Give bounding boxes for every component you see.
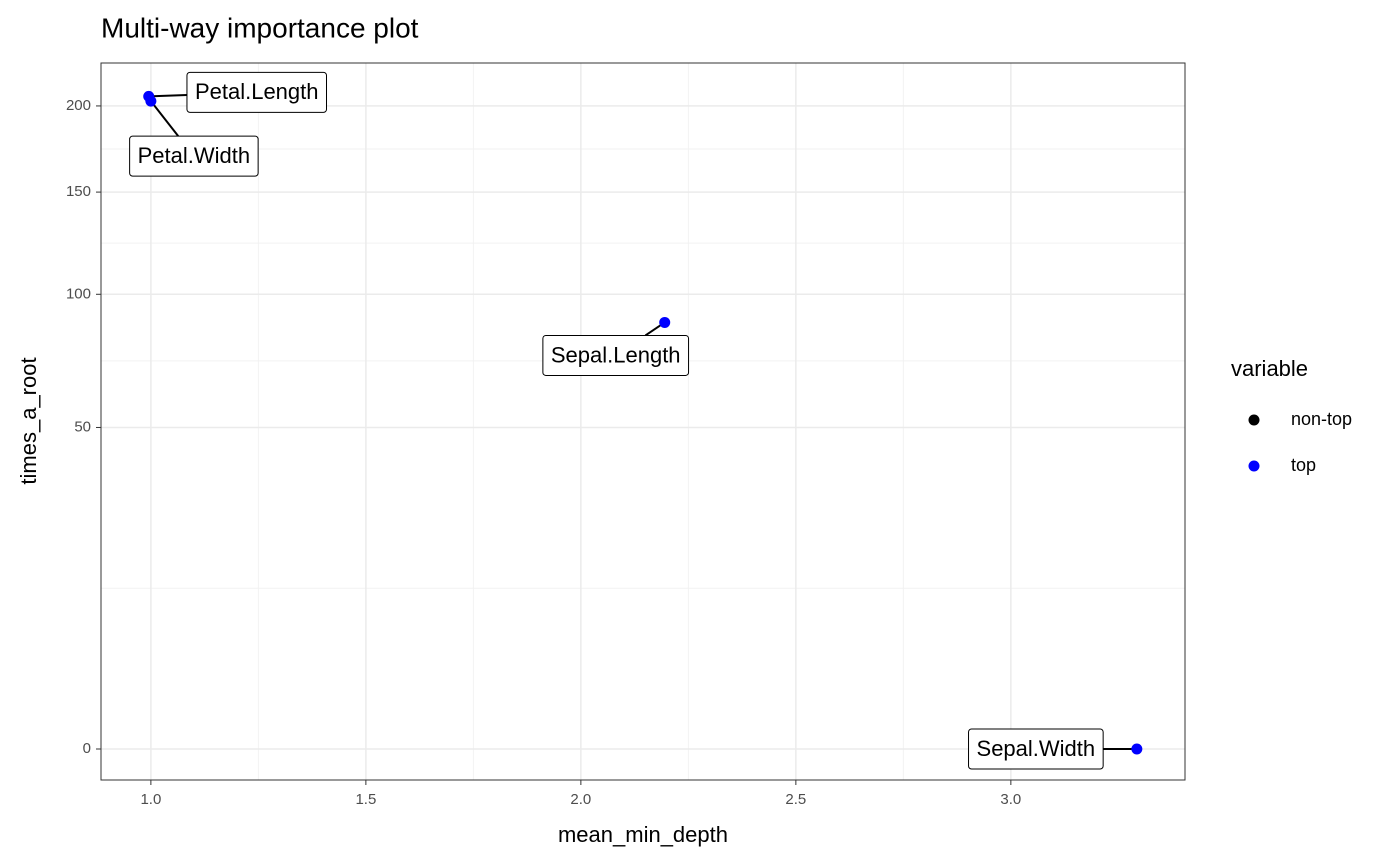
y-tick-label: 0: [83, 740, 91, 757]
chart-title: Multi-way importance plot: [101, 12, 419, 43]
x-axis-title: mean_min_depth: [558, 822, 728, 847]
y-axis-title: times_a_root: [16, 357, 41, 484]
point-label: Sepal.Width: [968, 728, 1137, 770]
label-connector: [148, 93, 187, 98]
data-label: Petal.Length: [195, 79, 319, 104]
point-label: Sepal.Length: [542, 321, 690, 376]
label-box: [186, 71, 328, 113]
x-tick-label: 1.0: [140, 791, 161, 808]
y-tick-label: 50: [74, 418, 91, 435]
legend-marker: [1248, 460, 1260, 472]
data-label: Sepal.Length: [551, 342, 681, 367]
data-label: Petal.Width: [138, 143, 251, 168]
x-tick-label: 2.5: [785, 791, 806, 808]
label-box: [968, 728, 1104, 770]
label-connector: [150, 100, 180, 137]
x-tick-label: 2.0: [570, 791, 591, 808]
plot-border: [100, 62, 1186, 781]
point: [145, 95, 157, 107]
point: [1131, 743, 1143, 755]
data-label: Sepal.Width: [977, 736, 1096, 761]
point-label: Petal.Length: [148, 71, 328, 113]
legend-label: non-top: [1291, 409, 1352, 429]
x-tick-label: 3.0: [1000, 791, 1021, 808]
legend-title: variable: [1231, 356, 1308, 381]
x-tick-label: 1.5: [355, 791, 376, 808]
legend-label: top: [1291, 455, 1316, 475]
y-tick-label: 200: [66, 97, 91, 114]
y-tick-label: 100: [66, 285, 91, 302]
label-box: [542, 334, 690, 376]
label-box: [129, 135, 259, 177]
point-label: Petal.Width: [129, 100, 259, 177]
legend-marker: [1248, 414, 1260, 426]
point: [659, 316, 671, 328]
y-tick-label: 150: [66, 183, 91, 200]
